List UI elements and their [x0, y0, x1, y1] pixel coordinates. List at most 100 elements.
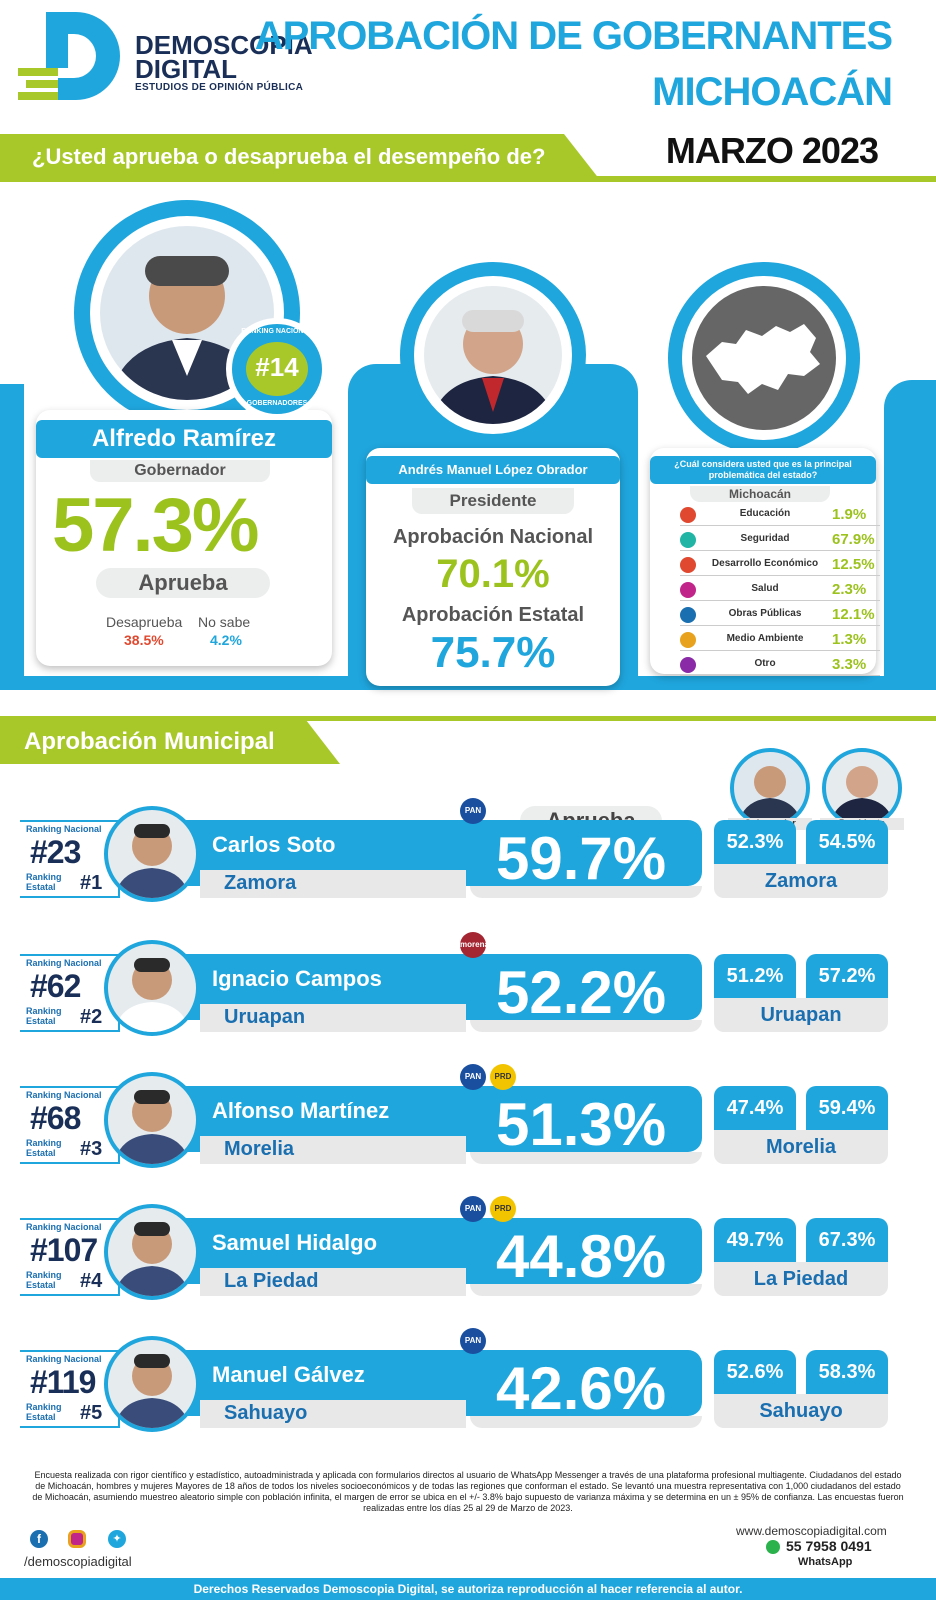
gov-approval: 51.2% — [714, 954, 796, 998]
mayor-photo — [104, 1336, 200, 1432]
problem-value: 2.3% — [832, 581, 867, 598]
mayor-approval: 51.3% — [496, 1091, 667, 1158]
question-banner — [0, 134, 600, 180]
mini-city: La Piedad — [714, 1262, 888, 1296]
governor-approval-label: Aprueba — [96, 568, 270, 598]
problems-region: Michoacán — [690, 486, 830, 502]
map-frame — [682, 276, 846, 440]
party-logo-icon: PAN — [460, 798, 486, 824]
person-avatar-icon — [114, 1354, 190, 1428]
president-role: Presidente — [412, 488, 574, 514]
rank-box — [20, 954, 120, 1032]
problem-row: Desarrollo Económico 12.5% — [680, 554, 880, 576]
rank-estatal: #5 — [80, 1402, 103, 1424]
rank-estatal: #1 — [80, 872, 103, 894]
rank-box — [20, 1218, 120, 1296]
gov-mini-photo — [730, 748, 810, 828]
approval-shadow — [470, 1284, 702, 1296]
ranking-nacional-label: Ranking Nacional — [26, 958, 102, 968]
phone-number[interactable]: 55 7958 0491 — [786, 1538, 872, 1554]
pres-approval: 57.2% — [806, 954, 888, 998]
problem-icon — [680, 632, 696, 648]
mayor-name: Alfonso Martínez — [212, 1098, 390, 1123]
social-handle[interactable]: /demoscopiadigital — [24, 1554, 132, 1569]
problem-label: Medio Ambiente — [726, 633, 804, 644]
state-approval-label: Aprobación Estatal — [401, 604, 585, 626]
top-panel-frame — [0, 384, 24, 690]
person-avatar-icon — [114, 1222, 190, 1296]
methodology-text: Encuesta realizada con rigor científico … — [32, 1470, 904, 1513]
problem-label: Otro — [754, 658, 776, 669]
divider — [0, 716, 936, 721]
mini-city: Morelia — [714, 1130, 888, 1164]
person-avatar-icon — [830, 766, 894, 824]
page-date: MARZO 2023 — [665, 130, 879, 171]
party-logo-icon: PRD — [490, 1064, 516, 1090]
brand-name: DEMOSCOPIA DIGITAL — [135, 30, 313, 84]
pres-approval: 67.3% — [806, 1218, 888, 1262]
brand-logo-icon — [18, 12, 120, 100]
copyright-bar: Derechos Reservados Demoscopia Digital, … — [0, 1578, 936, 1600]
mini-city: Uruapan — [714, 998, 888, 1032]
mayor-photo — [104, 940, 200, 1036]
approval-shadow — [470, 1152, 702, 1164]
ranking-estatal-label: Ranking Estatal — [26, 872, 62, 892]
problem-row: Salud 2.3% — [680, 579, 880, 601]
mayor-name: Samuel Hidalgo — [212, 1230, 378, 1255]
rank-nacional: #68 — [30, 1100, 81, 1136]
brand-tagline: ESTUDIOS DE OPINIÓN PÚBLICA — [135, 82, 304, 93]
ranking-badge-bottom: GOBERNADORES — [246, 400, 308, 407]
problem-row: Seguridad 67.9% — [680, 529, 880, 551]
national-approval: 70.1% — [436, 552, 550, 596]
mayor-name: Ignacio Campos — [212, 966, 382, 991]
party-logo-icon: morena — [460, 932, 489, 958]
problem-row: Medio Ambiente 1.3% — [680, 629, 880, 651]
website-link[interactable]: www.demoscopiadigital.com — [736, 1524, 887, 1538]
ranking-estatal-label: Ranking Estatal — [26, 1006, 62, 1026]
problem-label: Desarrollo Económico — [711, 558, 819, 569]
facebook-icon[interactable]: f — [30, 1530, 48, 1548]
mayor-city-bar: La Piedad — [200, 1268, 466, 1296]
michoacan-map-icon — [706, 324, 820, 394]
mayor-city: Sahuayo — [224, 1402, 308, 1424]
mayor-city: La Piedad — [224, 1270, 319, 1292]
mayor-photo — [104, 1072, 200, 1168]
person-avatar-icon — [114, 958, 190, 1032]
rank-estatal: #2 — [80, 1006, 103, 1028]
question-text: ¿Usted aprueba o desaprueba el desempeño… — [32, 144, 546, 169]
mayor-approval: 44.8% — [496, 1223, 667, 1290]
ranking-badge-inner — [246, 342, 308, 396]
ranking-badge-number: #14 — [255, 352, 299, 382]
instagram-icon[interactable] — [68, 1530, 86, 1548]
mayor-city: Morelia — [224, 1138, 295, 1160]
twitter-icon[interactable]: ✦ — [108, 1530, 126, 1548]
governor-name: Alfredo Ramírez — [36, 420, 332, 458]
ranking-badge: RANKING NACIONAL #14 GOBERNADORES — [226, 318, 328, 420]
problem-value: 12.1% — [832, 606, 875, 623]
governor-disapprove: 38.5% — [124, 632, 164, 648]
problem-row: Otro 3.3% — [680, 654, 880, 676]
party-logo-icon: PAN — [460, 1196, 486, 1222]
problem-icon — [680, 507, 696, 523]
person-avatar-icon — [114, 1090, 190, 1164]
whatsapp-label: WhatsApp — [798, 1556, 853, 1568]
national-approval-label: Aprobación Nacional — [392, 526, 594, 548]
mayor-city-bar: Morelia — [200, 1136, 466, 1164]
mayor-city: Uruapan — [224, 1006, 306, 1028]
problems-question: ¿Cuál considera usted que es la principa… — [650, 456, 876, 484]
governor-role: Gobernador — [90, 460, 270, 482]
rank-estatal: #4 — [80, 1270, 103, 1292]
mayor-photo — [104, 1204, 200, 1300]
ranking-nacional-label: Ranking Nacional — [26, 1354, 102, 1364]
person-avatar-icon — [738, 766, 802, 824]
mini-city: Sahuayo — [714, 1394, 888, 1428]
rank-box — [20, 1350, 120, 1428]
problem-icon — [680, 557, 696, 573]
problem-label: Salud — [751, 583, 779, 594]
person-avatar-icon — [430, 310, 556, 424]
rank-nacional: #62 — [30, 968, 81, 1004]
ranking-badge-top: RANKING NACIONAL — [241, 328, 313, 335]
governor-photo — [90, 216, 284, 410]
president-card — [366, 448, 620, 686]
party-logo-icon: PRD — [490, 1196, 516, 1222]
